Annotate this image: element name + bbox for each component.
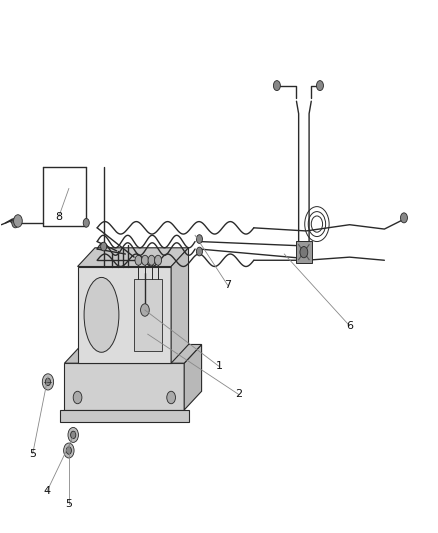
Circle shape [148, 255, 155, 265]
Polygon shape [184, 344, 201, 410]
Text: 5: 5 [29, 449, 36, 458]
Circle shape [273, 80, 280, 91]
Polygon shape [64, 344, 201, 363]
Polygon shape [296, 241, 312, 263]
Text: 4: 4 [43, 486, 51, 496]
Circle shape [141, 255, 148, 265]
Circle shape [46, 378, 50, 386]
Circle shape [64, 443, 74, 458]
Circle shape [101, 242, 107, 251]
Polygon shape [60, 410, 188, 423]
Text: 7: 7 [224, 280, 231, 290]
Circle shape [167, 391, 176, 403]
Polygon shape [134, 279, 162, 351]
Text: 1: 1 [215, 361, 223, 372]
Polygon shape [78, 248, 188, 266]
Circle shape [42, 374, 53, 390]
Circle shape [135, 255, 142, 265]
Ellipse shape [84, 277, 119, 352]
Circle shape [71, 431, 76, 439]
Circle shape [83, 219, 89, 227]
Circle shape [73, 391, 82, 403]
Circle shape [141, 304, 149, 316]
Circle shape [196, 235, 202, 244]
Text: 8: 8 [55, 212, 62, 222]
Circle shape [317, 80, 323, 91]
Circle shape [66, 447, 71, 454]
Text: 5: 5 [65, 498, 72, 508]
Circle shape [196, 247, 202, 256]
Circle shape [68, 427, 78, 442]
Text: 6: 6 [346, 321, 353, 331]
Text: 2: 2 [235, 390, 242, 399]
Polygon shape [78, 266, 171, 363]
Circle shape [155, 255, 162, 265]
Polygon shape [64, 363, 184, 410]
Polygon shape [171, 248, 188, 363]
Circle shape [12, 218, 19, 228]
Circle shape [300, 247, 308, 258]
Circle shape [14, 215, 22, 227]
Circle shape [400, 213, 407, 223]
